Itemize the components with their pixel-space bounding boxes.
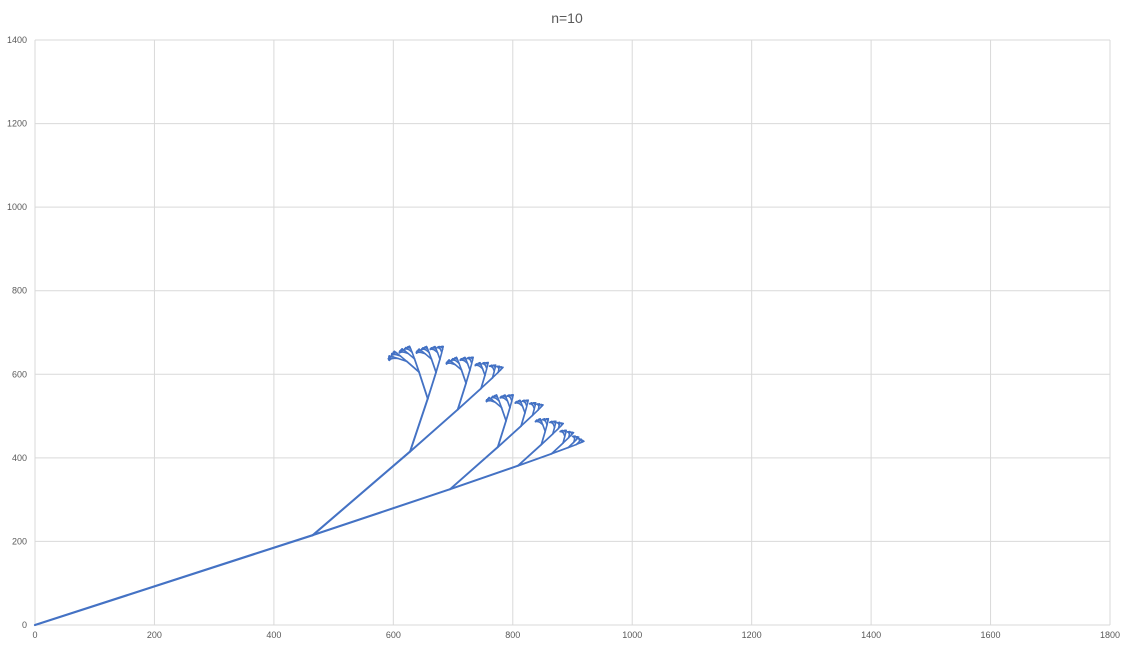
tree-segment: [496, 419, 507, 449]
tree-segment: [311, 450, 412, 537]
tree-segment: [540, 430, 547, 446]
x-tick-label: 1600: [981, 630, 1001, 640]
tree-segment: [418, 371, 429, 400]
y-tick-label: 200: [12, 536, 27, 546]
tree-segment: [424, 353, 433, 360]
tree-segment: [403, 351, 409, 355]
x-tick-label: 0: [32, 630, 37, 640]
tree-segment: [480, 376, 494, 390]
tree-segment: [517, 443, 543, 467]
tree-segment: [456, 382, 467, 411]
tree-segment: [396, 357, 408, 363]
tree-segment: [413, 357, 420, 373]
y-tick-label: 0: [22, 620, 27, 630]
tree-segment: [408, 348, 413, 354]
x-tick-label: 1000: [622, 630, 642, 640]
tree-segment: [405, 360, 420, 373]
tree-segment: [520, 414, 534, 427]
tree-segment: [420, 351, 426, 355]
tree-segment: [395, 353, 402, 357]
tree-segment: [562, 435, 566, 444]
y-tick-label: 1000: [7, 202, 27, 212]
tree-segment: [430, 358, 437, 374]
gridlines: [34, 39, 1111, 626]
tree-segment: [481, 367, 486, 377]
x-tick-label: 600: [386, 630, 401, 640]
tree-segment: [435, 358, 441, 374]
tree-segment: [449, 464, 519, 491]
tree-segment: [503, 397, 509, 402]
x-tick-label: 200: [147, 630, 162, 640]
tree-segment: [567, 441, 575, 449]
tree-segment: [449, 362, 456, 366]
tree-segment: [520, 412, 526, 427]
tree-segment: [495, 397, 500, 402]
tree-segment: [33, 534, 314, 627]
y-tick-label: 1200: [7, 119, 27, 129]
tree-segment: [449, 446, 499, 491]
tree-segment: [409, 397, 429, 453]
tree-segment: [407, 352, 416, 360]
tree-segment: [496, 425, 522, 449]
tree-segment: [551, 426, 556, 435]
tree-segment: [517, 452, 553, 467]
y-tick-label: 600: [12, 369, 27, 379]
tree-segment: [550, 442, 564, 455]
tree-segment: [466, 362, 471, 371]
tree-segment: [465, 369, 471, 385]
tree-segment: [531, 408, 536, 417]
tree-segment: [460, 369, 467, 385]
tick-labels: 0 200 400 600 800 1000 1200 1400 1600 1800 0 200 400…: [7, 35, 1120, 640]
tree-segment: [500, 406, 507, 422]
tree-segment: [425, 349, 430, 354]
tree-segment: [436, 351, 441, 360]
x-tick-label: 400: [266, 630, 281, 640]
tree-segment: [426, 371, 437, 400]
tree-segment: [433, 349, 439, 354]
tree-segment: [409, 408, 459, 453]
tree-segment: [455, 360, 460, 365]
tree-segment: [494, 401, 503, 409]
tree-segment: [478, 365, 484, 370]
y-tick-label: 800: [12, 286, 27, 296]
tree-segment: [463, 360, 469, 365]
x-tick-label: 1400: [861, 630, 881, 640]
tree-segment: [542, 424, 547, 433]
tree-segment: [454, 363, 463, 371]
tree-segment: [480, 374, 486, 390]
tree-segment: [518, 402, 524, 408]
x-tick-label: 800: [505, 630, 520, 640]
series-fractal-tree: [33, 345, 585, 627]
tree-segment: [490, 400, 496, 404]
tree-segment: [456, 387, 482, 411]
tree-segment: [550, 446, 570, 455]
tree-segment: [505, 406, 511, 422]
y-tick-label: 1400: [7, 35, 27, 45]
y-tick-label: 400: [12, 453, 27, 463]
x-tick-label: 1800: [1100, 630, 1120, 640]
tree-segment: [491, 370, 496, 379]
chart-title: n=10: [551, 10, 583, 26]
tree-segment: [521, 405, 526, 414]
tree-segment: [506, 400, 511, 409]
x-tick-label: 1200: [742, 630, 762, 640]
tree-segment: [311, 488, 452, 537]
tree-segment: [540, 433, 554, 446]
tree-segment: [538, 421, 544, 426]
